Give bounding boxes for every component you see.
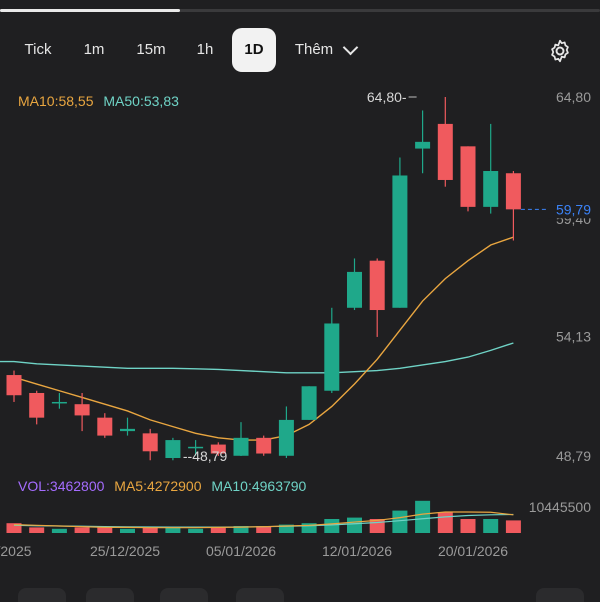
volume-bar	[120, 528, 135, 533]
volume-bar	[437, 512, 453, 533]
current-price-tag	[548, 200, 592, 219]
tab-1d[interactable]: 1D	[232, 28, 276, 72]
volume-bar	[483, 519, 499, 533]
volume-ma5-line	[13, 511, 514, 529]
loading-track	[0, 9, 600, 12]
y-axis-label: 64,80	[556, 89, 591, 105]
volume-axis-label: 10445500	[529, 499, 592, 515]
candle-down	[29, 392, 45, 418]
volume-bar	[29, 527, 45, 533]
volume-bar	[301, 523, 317, 533]
y-axis-label: 48,79	[556, 448, 591, 464]
vol-ma5-legend: MA5:4272900	[114, 478, 202, 494]
toolbar-button[interactable]	[18, 588, 66, 602]
candle-up	[483, 170, 499, 207]
candle-up	[165, 440, 181, 459]
ma10-legend: MA10:58,55	[18, 93, 94, 109]
x-axis-label: 25/12/2025	[90, 543, 160, 559]
loading-progress-bar	[0, 9, 180, 12]
candle-up	[392, 175, 408, 308]
x-axis-label: /2025	[0, 543, 32, 559]
tab-15m[interactable]: 15m	[136, 41, 166, 58]
volume-bar	[74, 527, 90, 533]
volume-bar	[415, 500, 431, 533]
fullscreen-button[interactable]	[536, 588, 584, 602]
candle-down	[142, 433, 158, 452]
x-axis-label: 12/01/2026	[322, 543, 392, 559]
candle-up	[278, 419, 294, 456]
volume-bar	[6, 523, 22, 533]
volume-bar	[505, 520, 521, 533]
candle-down	[6, 375, 22, 396]
volume-bar	[51, 528, 67, 533]
candle-up	[301, 386, 317, 420]
x-axis-label: 20/01/2026	[438, 543, 508, 559]
candle-down	[256, 437, 272, 454]
toolbar-button[interactable]	[236, 588, 284, 602]
volume-bar	[142, 527, 158, 533]
candle-down	[74, 404, 90, 416]
toolbar-button[interactable]	[86, 588, 134, 602]
y-axis-label: 54,13	[556, 328, 591, 344]
candle-up	[233, 437, 249, 456]
current-price-label: 59,79	[556, 201, 591, 217]
volume-bar	[460, 519, 476, 533]
vol-ma10-legend: MA10:4963790	[211, 478, 307, 494]
volume-bar	[233, 526, 249, 533]
tab-1m[interactable]: 1m	[83, 41, 105, 58]
toolbar-button[interactable]	[160, 588, 208, 602]
candle-down	[210, 444, 226, 454]
low-marker-label: --48,79	[183, 448, 228, 464]
volume-bar	[278, 524, 294, 533]
candle-up	[415, 141, 431, 149]
candle-up	[120, 428, 135, 432]
volume-bar	[188, 528, 204, 533]
gear-icon[interactable]	[547, 38, 573, 64]
vol-legend: VOL:3462800	[18, 478, 105, 494]
volume-bar	[324, 519, 340, 533]
volume-bar	[165, 527, 181, 533]
volume-bar	[210, 527, 226, 533]
volume-bar	[97, 527, 113, 533]
volume-bar	[347, 517, 362, 533]
ma50-legend: MA50:53,83	[103, 93, 179, 109]
tab-more[interactable]: Thêm	[294, 41, 334, 58]
candle-up	[347, 271, 362, 308]
status-strip	[0, 0, 600, 16]
candle-down	[369, 260, 385, 311]
volume-bar	[256, 526, 272, 533]
x-axis-label: 05/01/2026	[206, 543, 276, 559]
candle-down	[460, 146, 476, 207]
volume-bar	[392, 510, 408, 533]
timeframe-tabs: Tick 1m 15m 1h 1D Thêm	[0, 28, 600, 72]
ma-legend: MA10:58,55 MA50:53,83	[18, 93, 185, 109]
volume-legend: VOL:3462800 MA5:4272900 MA10:4963790	[18, 478, 312, 494]
tab-1h[interactable]: 1h	[196, 41, 214, 58]
tab-tick[interactable]: Tick	[24, 41, 52, 58]
candle-down	[505, 173, 521, 210]
candle-down	[97, 417, 113, 436]
candle-up	[188, 446, 204, 449]
high-marker-label: 64,80-	[367, 89, 407, 105]
ma50-line	[0, 342, 514, 374]
candle-up	[324, 323, 340, 391]
bottom-toolbar	[0, 588, 600, 602]
candle-up	[51, 401, 67, 404]
candle-down	[437, 123, 453, 180]
